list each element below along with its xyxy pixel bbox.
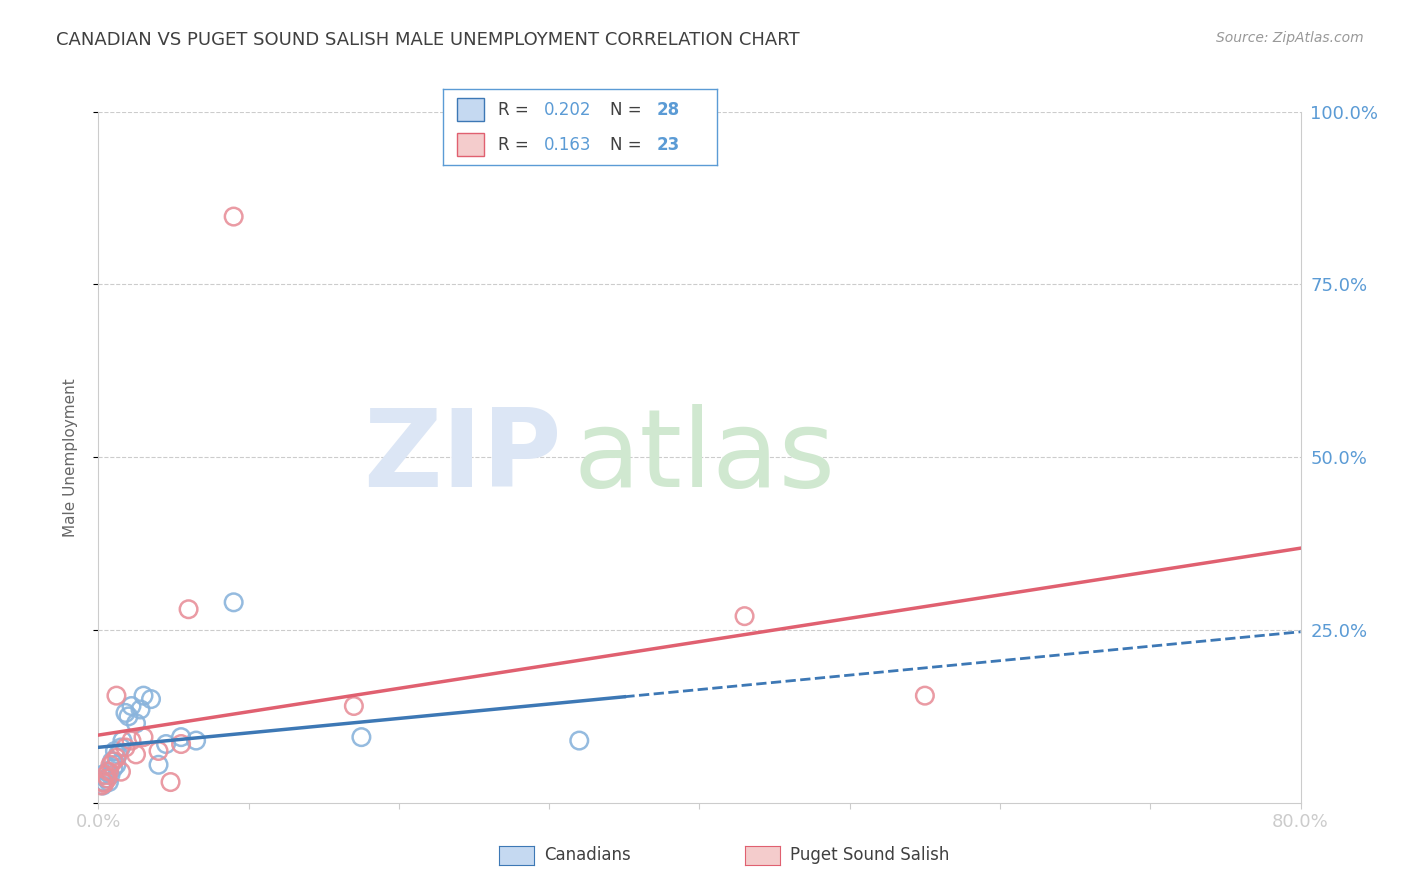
Point <box>90 768 112 782</box>
Point <box>97 775 120 789</box>
Point <box>114 740 136 755</box>
Y-axis label: Male Unemployment: Male Unemployment <box>63 378 77 536</box>
Text: R =: R = <box>498 101 534 119</box>
Point <box>100 757 122 772</box>
Point <box>170 730 193 744</box>
Point <box>103 755 125 769</box>
Text: R =: R = <box>498 136 534 153</box>
Text: N =: N = <box>610 136 647 153</box>
Point <box>132 689 155 703</box>
Point <box>734 609 756 624</box>
Point <box>132 730 155 744</box>
Bar <box>457 98 484 121</box>
Point <box>184 733 207 747</box>
Point <box>121 733 143 747</box>
Point <box>125 747 148 762</box>
Point <box>91 775 114 789</box>
Point <box>114 706 136 720</box>
Text: 28: 28 <box>657 101 681 119</box>
Point <box>148 757 170 772</box>
Point <box>117 709 139 723</box>
Point <box>107 747 129 762</box>
Text: ZIP: ZIP <box>363 404 561 510</box>
Point <box>177 602 200 616</box>
Text: 23: 23 <box>657 136 681 153</box>
Bar <box>457 133 484 156</box>
Point <box>155 737 177 751</box>
Point <box>105 757 128 772</box>
Point <box>222 210 245 224</box>
Point <box>129 702 152 716</box>
Text: CANADIAN VS PUGET SOUND SALISH MALE UNEMPLOYMENT CORRELATION CHART: CANADIAN VS PUGET SOUND SALISH MALE UNEM… <box>56 31 800 49</box>
Point <box>111 733 134 747</box>
Point <box>110 764 132 779</box>
Text: 0.163: 0.163 <box>544 136 592 153</box>
Point <box>139 692 162 706</box>
Point <box>170 737 193 751</box>
Point <box>93 775 115 789</box>
Point <box>97 764 120 779</box>
Point <box>105 689 128 703</box>
Point <box>96 772 118 786</box>
Point <box>914 689 936 703</box>
Point <box>121 699 143 714</box>
Point <box>350 730 373 744</box>
Point <box>101 755 124 769</box>
Point <box>93 776 115 790</box>
Point <box>159 775 181 789</box>
Point <box>148 744 170 758</box>
Point <box>568 733 591 747</box>
Point <box>105 751 128 765</box>
Text: N =: N = <box>610 101 647 119</box>
Point <box>94 768 117 782</box>
Point <box>94 772 117 786</box>
Point <box>100 768 122 782</box>
Point <box>104 744 127 758</box>
Point <box>110 740 132 755</box>
Point <box>103 761 125 775</box>
Text: Puget Sound Salish: Puget Sound Salish <box>790 847 949 864</box>
Point <box>222 595 245 609</box>
Text: atlas: atlas <box>574 404 835 510</box>
Text: Canadians: Canadians <box>544 847 631 864</box>
Point <box>343 699 366 714</box>
Text: Source: ZipAtlas.com: Source: ZipAtlas.com <box>1216 31 1364 45</box>
Text: 0.202: 0.202 <box>544 101 592 119</box>
Point <box>91 779 114 793</box>
Point <box>90 779 112 793</box>
Point <box>96 764 118 779</box>
Point <box>125 716 148 731</box>
